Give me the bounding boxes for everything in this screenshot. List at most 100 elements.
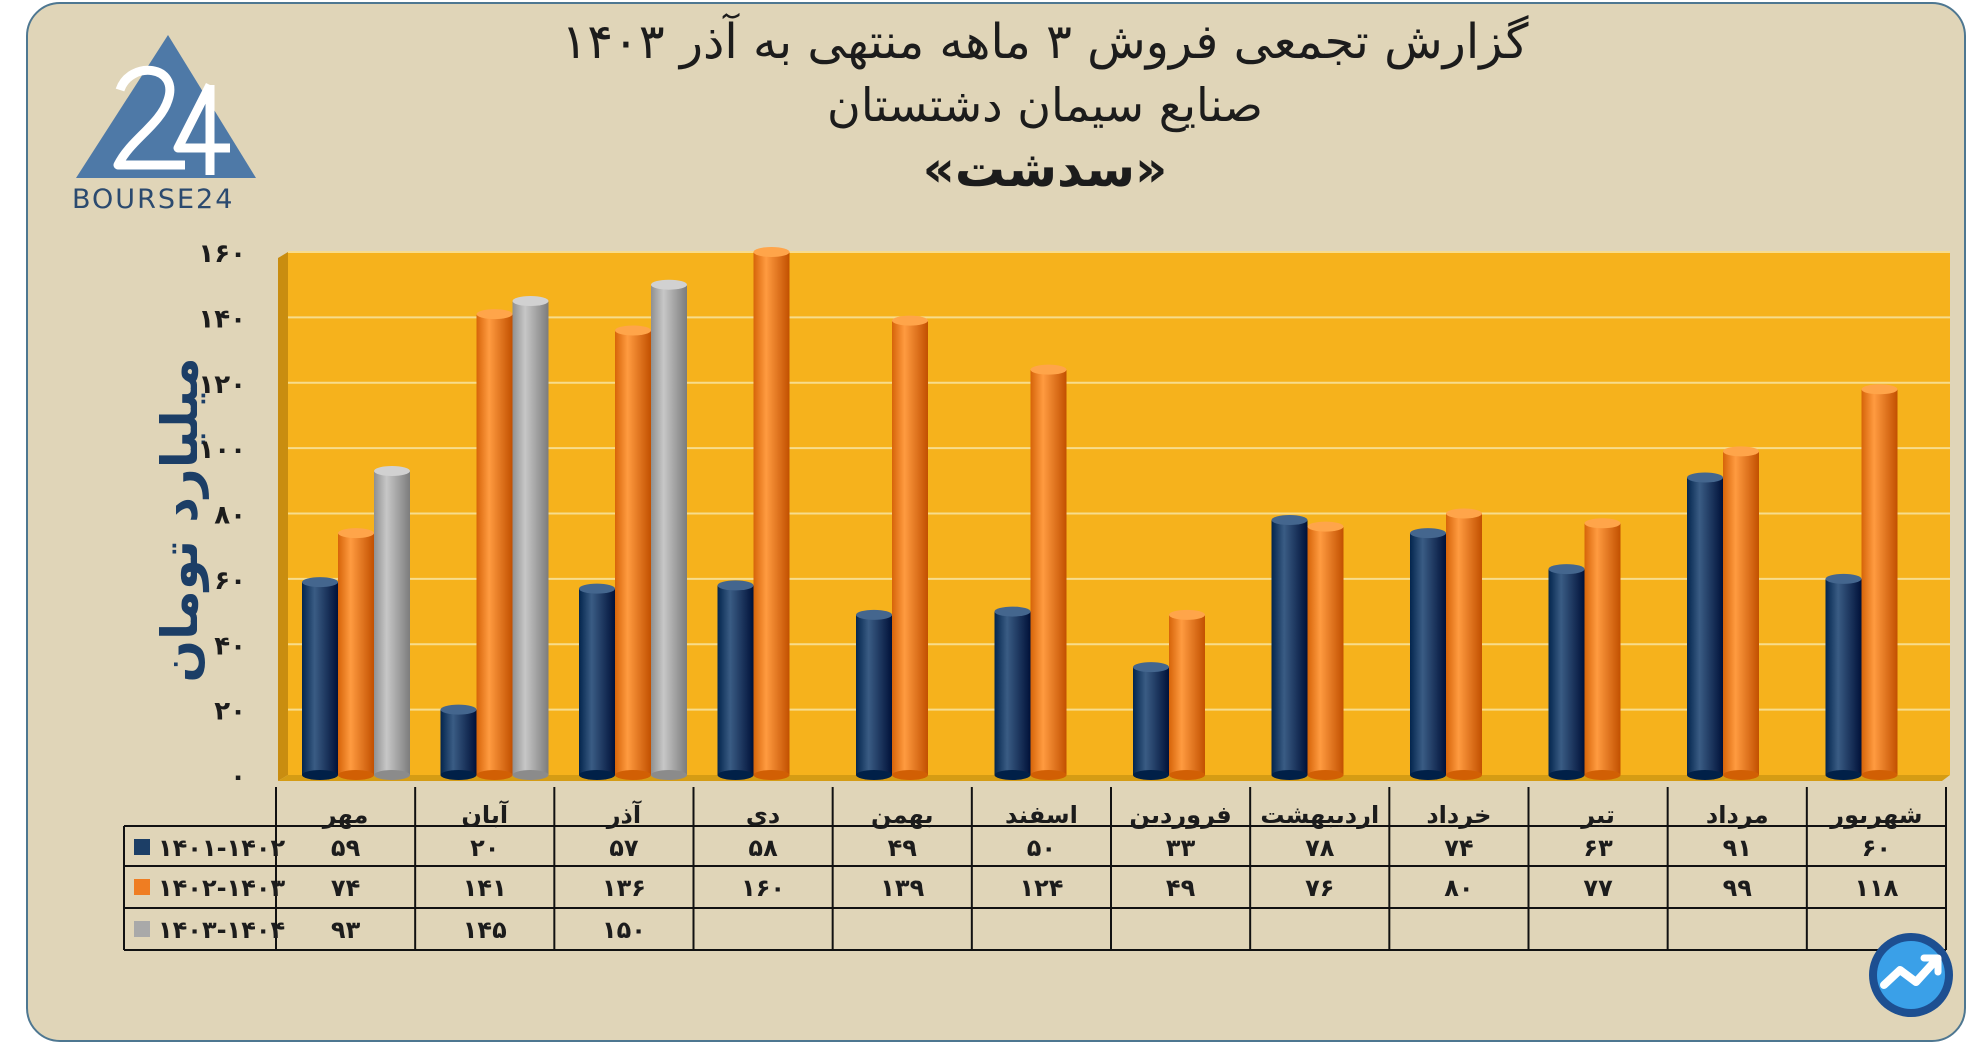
bar bbox=[651, 284, 687, 775]
chart-symbol: «سدشت» bbox=[922, 140, 1168, 198]
bar-base bbox=[374, 770, 410, 780]
bar-base bbox=[512, 770, 549, 780]
data-label: ۳۳ bbox=[1166, 834, 1196, 862]
x-tick-label: آذر bbox=[606, 800, 642, 829]
plot-side-wall bbox=[278, 252, 288, 781]
bar-top bbox=[1410, 528, 1446, 539]
x-tick-label: فروردین bbox=[1129, 801, 1231, 829]
bar-base bbox=[1271, 770, 1308, 780]
bar-base bbox=[338, 770, 374, 780]
chart-title: گزارش تجمعی فروش ۳ ماهه منتهی به آذر ۱۴۰… bbox=[561, 14, 1529, 70]
legend-swatch bbox=[134, 879, 150, 895]
bar-base bbox=[1307, 770, 1344, 780]
bar-base bbox=[1446, 770, 1482, 780]
bar bbox=[338, 533, 374, 775]
bar bbox=[512, 301, 549, 775]
bar bbox=[1723, 451, 1759, 775]
bar-top bbox=[615, 325, 651, 336]
y-tick-label: ۱۲۰ bbox=[198, 370, 246, 400]
data-label: ۷۸ bbox=[1305, 834, 1335, 862]
bar-base bbox=[1410, 770, 1446, 780]
bar bbox=[1548, 569, 1585, 775]
bar-top bbox=[338, 528, 374, 539]
data-label: ۱۶۰ bbox=[741, 874, 785, 902]
bar bbox=[1584, 523, 1621, 775]
bar bbox=[615, 330, 651, 775]
bar-top bbox=[856, 609, 892, 620]
data-label: ۲۰ bbox=[470, 834, 499, 862]
data-label: ۹۱ bbox=[1723, 834, 1752, 862]
x-tick-label: اردیبهشت bbox=[1260, 801, 1379, 829]
bar bbox=[994, 611, 1031, 775]
data-label: ۵۰ bbox=[1027, 834, 1056, 862]
bar-top bbox=[1548, 564, 1585, 575]
bar bbox=[476, 314, 513, 775]
bar bbox=[856, 614, 892, 775]
bar-base bbox=[1548, 770, 1585, 780]
bar-top bbox=[374, 466, 410, 477]
legend-label: ۱۴۰۱-۱۴۰۲ bbox=[158, 834, 286, 862]
bar-top bbox=[440, 704, 477, 715]
bar bbox=[302, 582, 338, 775]
data-label: ۶۳ bbox=[1583, 834, 1613, 862]
x-tick-label: اسفند bbox=[1005, 801, 1078, 829]
y-tick-label: ۴۰ bbox=[214, 631, 246, 661]
bar bbox=[1410, 533, 1446, 775]
bar bbox=[440, 709, 477, 775]
legend-label: ۱۴۰۲-۱۴۰۳ bbox=[158, 874, 286, 902]
trend-line-icon[interactable] bbox=[1866, 930, 1956, 1020]
bar-top bbox=[994, 606, 1031, 617]
bar-base bbox=[856, 770, 892, 780]
data-label: ۱۴۵ bbox=[463, 916, 507, 944]
bar-base bbox=[1584, 770, 1621, 780]
bar-top bbox=[1584, 518, 1621, 529]
bar-base bbox=[753, 770, 790, 780]
data-label: ۵۸ bbox=[748, 834, 778, 862]
y-tick-label: ۱۶۰ bbox=[198, 239, 246, 269]
bar-base bbox=[994, 770, 1031, 780]
bar-base bbox=[579, 770, 615, 780]
bar-base bbox=[302, 770, 338, 780]
bar bbox=[374, 471, 410, 775]
bar-base bbox=[717, 770, 754, 780]
bar bbox=[1030, 369, 1067, 775]
bar bbox=[1687, 477, 1723, 775]
data-label: ۹۳ bbox=[331, 916, 361, 944]
bar bbox=[1307, 526, 1344, 775]
bar bbox=[1861, 389, 1898, 775]
bar-base bbox=[476, 770, 513, 780]
bar-top bbox=[302, 577, 338, 588]
bar-base bbox=[1687, 770, 1723, 780]
bar bbox=[1169, 614, 1205, 775]
data-label: ۱۳۹ bbox=[880, 874, 924, 902]
x-tick-label: دی bbox=[746, 801, 780, 829]
bar-base bbox=[1861, 770, 1898, 780]
bar-top bbox=[1133, 662, 1169, 673]
bar-base bbox=[1133, 770, 1169, 780]
bar-top bbox=[476, 309, 513, 320]
bar-top bbox=[1307, 521, 1344, 532]
bar-base bbox=[1825, 770, 1862, 780]
y-tick-label: ۱۴۰ bbox=[198, 304, 246, 334]
bar-top bbox=[1446, 508, 1482, 519]
data-label: ۱۴۱ bbox=[463, 874, 507, 902]
y-tick-label: ۶۰ bbox=[214, 566, 246, 596]
bar bbox=[717, 585, 754, 775]
bar-top bbox=[579, 583, 615, 594]
x-tick-label: آبان bbox=[461, 800, 509, 829]
x-tick-label: شهریور bbox=[1829, 801, 1922, 829]
bar bbox=[892, 320, 928, 775]
data-label: ۷۴ bbox=[331, 874, 360, 902]
bar-top bbox=[1861, 384, 1898, 395]
bar-top bbox=[1030, 364, 1067, 375]
bar-top bbox=[651, 279, 687, 290]
y-tick-label: ۸۰ bbox=[214, 501, 246, 531]
bar-top bbox=[1271, 515, 1308, 526]
data-label: ۵۹ bbox=[331, 834, 361, 862]
data-label: ۷۷ bbox=[1583, 874, 1613, 902]
bar bbox=[1446, 513, 1482, 775]
data-label: ۵۷ bbox=[609, 834, 639, 862]
bar-base bbox=[1723, 770, 1759, 780]
data-label: ۹۹ bbox=[1723, 874, 1753, 902]
